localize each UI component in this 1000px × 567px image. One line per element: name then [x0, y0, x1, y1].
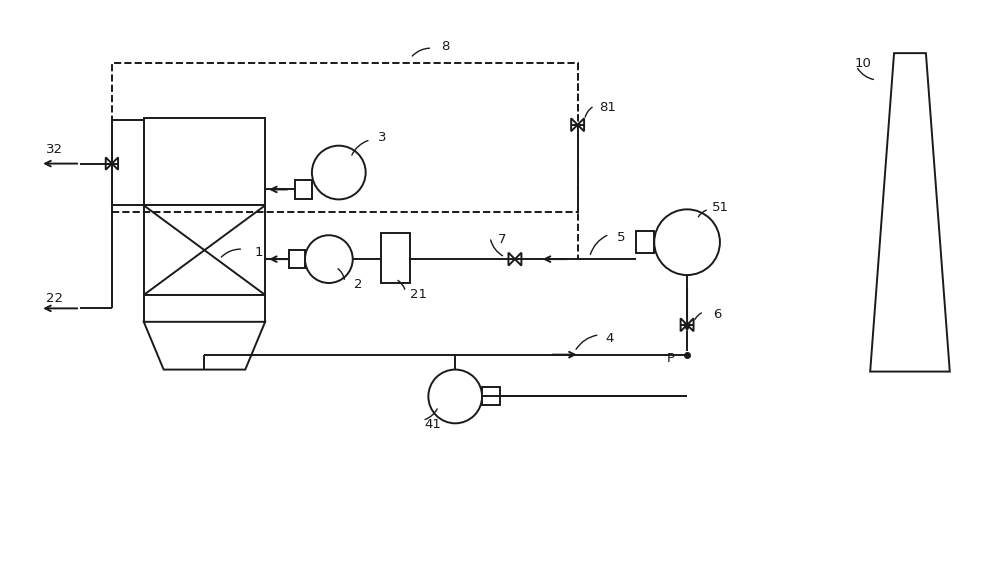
Polygon shape [681, 318, 687, 331]
Bar [381, 233, 410, 283]
Text: 1: 1 [255, 246, 263, 259]
Bar [112, 63, 578, 213]
Bar [144, 118, 265, 205]
Text: 51: 51 [712, 201, 729, 214]
Text: 2: 2 [354, 278, 363, 291]
Text: 41: 41 [424, 418, 441, 431]
Bar [295, 180, 312, 200]
Polygon shape [106, 158, 112, 170]
Polygon shape [571, 119, 578, 131]
Bar [144, 295, 265, 322]
Polygon shape [515, 253, 521, 265]
Text: 22: 22 [46, 293, 63, 306]
Polygon shape [578, 119, 584, 131]
Text: 5: 5 [617, 231, 626, 244]
Text: 81: 81 [599, 101, 616, 115]
Text: P: P [667, 352, 675, 365]
Polygon shape [687, 318, 694, 331]
Text: 10: 10 [855, 57, 872, 70]
Polygon shape [508, 253, 515, 265]
Text: 21: 21 [410, 289, 427, 302]
Text: 7: 7 [498, 232, 506, 246]
Bar [144, 205, 265, 295]
Text: 32: 32 [46, 143, 63, 156]
Bar [636, 231, 654, 253]
Polygon shape [144, 322, 265, 370]
Text: 3: 3 [378, 131, 387, 144]
Polygon shape [870, 53, 950, 371]
Polygon shape [112, 158, 118, 170]
Text: 6: 6 [713, 308, 721, 321]
Bar [289, 250, 305, 268]
Bar [482, 387, 500, 405]
Text: 8: 8 [441, 40, 449, 53]
Text: 4: 4 [605, 332, 614, 345]
